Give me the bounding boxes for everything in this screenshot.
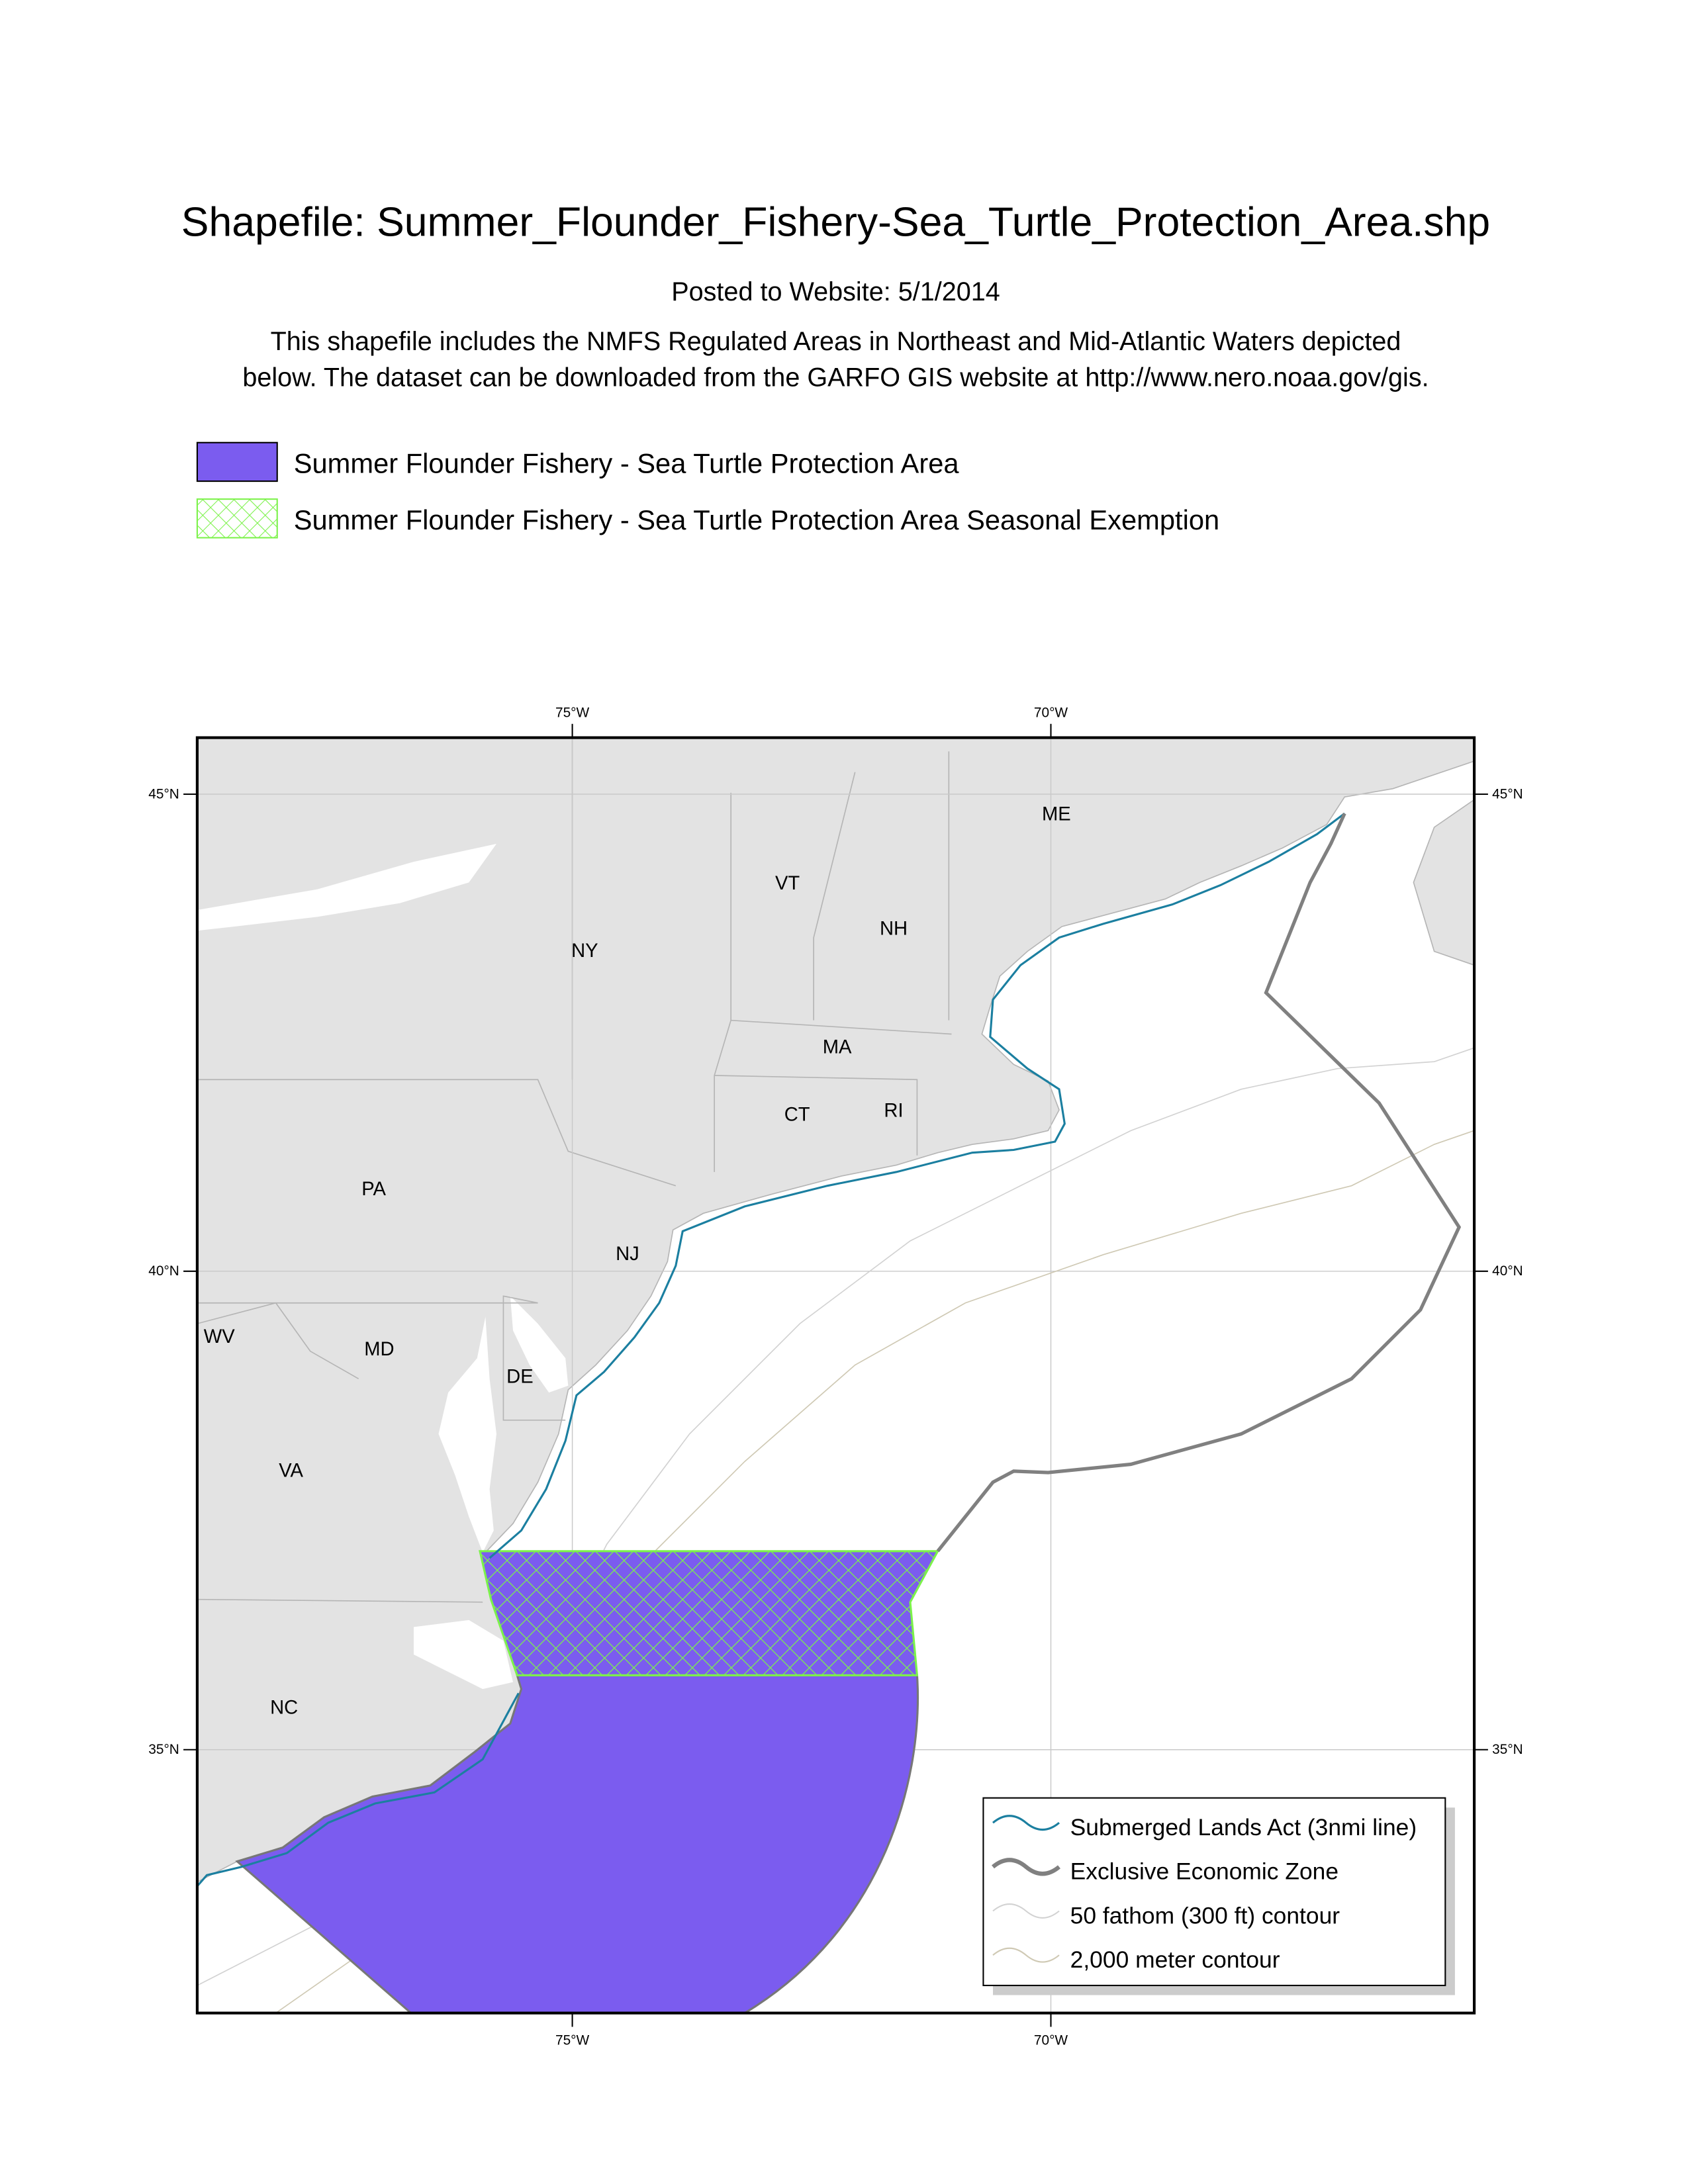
posted-date: Posted to Website: 5/1/2014	[671, 277, 1000, 306]
description: This shapefile includes the NMFS Regulat…	[271, 327, 1401, 356]
legend-swatch	[196, 498, 278, 539]
legend-symbol	[992, 1815, 1060, 1831]
lake	[197, 844, 496, 931]
state-label: VA	[279, 1460, 303, 1481]
state-labels: ME VT NH NY MA CT RI PA NJ WV MD DE VA NC	[204, 804, 1071, 1719]
chesapeake-bay	[438, 1316, 496, 1553]
latitude-label: 40°N	[1492, 1263, 1523, 1279]
description: below. The dataset can be downloaded fro…	[242, 363, 1429, 392]
longitude-label: 75°W	[555, 2033, 589, 2048]
map-legend-label: 2,000 meter contour	[1070, 1946, 1280, 1973]
longitude-label: 70°W	[1034, 705, 1068, 720]
map-legend-label: Submerged Lands Act (3nmi line)	[1070, 1814, 1417, 1841]
nova-scotia	[1413, 799, 1475, 966]
state-label: NC	[270, 1698, 298, 1719]
legend-symbol	[992, 1903, 1060, 1919]
state-label: CT	[784, 1105, 810, 1126]
state-label: MA	[823, 1037, 852, 1058]
title: Shapefile: Summer_Flounder_Fishery-Sea_T…	[181, 199, 1490, 245]
map-frame	[195, 736, 1476, 2015]
longitude-label: 75°W	[555, 705, 589, 720]
state-label: PA	[361, 1179, 386, 1200]
state-label: NH	[880, 919, 908, 940]
state-label: DE	[506, 1367, 534, 1388]
map: ME VT NH NY MA CT RI PA NJ WV MD DE VA NC Submerged L…	[197, 737, 1475, 2013]
submerged-lands-line	[489, 812, 1346, 1559]
delaware-bay	[510, 1296, 569, 1393]
legend-symbol	[992, 1858, 1060, 1876]
eez-line	[936, 813, 1462, 1553]
pamlico-sound	[414, 1619, 513, 1690]
map-legend-label: 50 fathom (300 ft) contour	[1070, 1902, 1340, 1929]
submerged-lands-line	[197, 1692, 520, 1888]
state-label: NY	[571, 940, 598, 962]
latitude-label: 40°N	[148, 1263, 179, 1279]
longitude-label: 70°W	[1034, 2033, 1068, 2048]
latitude-label: 45°N	[1492, 786, 1523, 801]
state-label: MD	[364, 1339, 394, 1360]
seasonal-exemption	[479, 1550, 940, 1676]
legend-symbol	[992, 1947, 1060, 1963]
latitude-label: 35°N	[1492, 1742, 1523, 1757]
protection-area	[235, 1674, 919, 2013]
state-label: RI	[884, 1101, 903, 1122]
latitude-label: 35°N	[148, 1742, 179, 1757]
state-label: WV	[204, 1326, 236, 1347]
legend-swatch	[196, 441, 278, 482]
legend-label: Summer Flounder Fishery - Sea Turtle Pro…	[294, 448, 960, 479]
state-label: NJ	[616, 1244, 639, 1265]
map-legend-label: Exclusive Economic Zone	[1070, 1858, 1338, 1885]
map-legend	[982, 1797, 1446, 1987]
state-label: ME	[1042, 804, 1071, 825]
graticule-labels: 75°W 75°W 70°W 70°W 45°N 45°N 40°N 40°N 35°N 35°N	[148, 705, 1523, 2048]
latitude-label: 45°N	[148, 786, 179, 801]
state-label: VT	[775, 873, 800, 894]
legend-label: Summer Flounder Fishery - Sea Turtle Pro…	[294, 504, 1219, 535]
